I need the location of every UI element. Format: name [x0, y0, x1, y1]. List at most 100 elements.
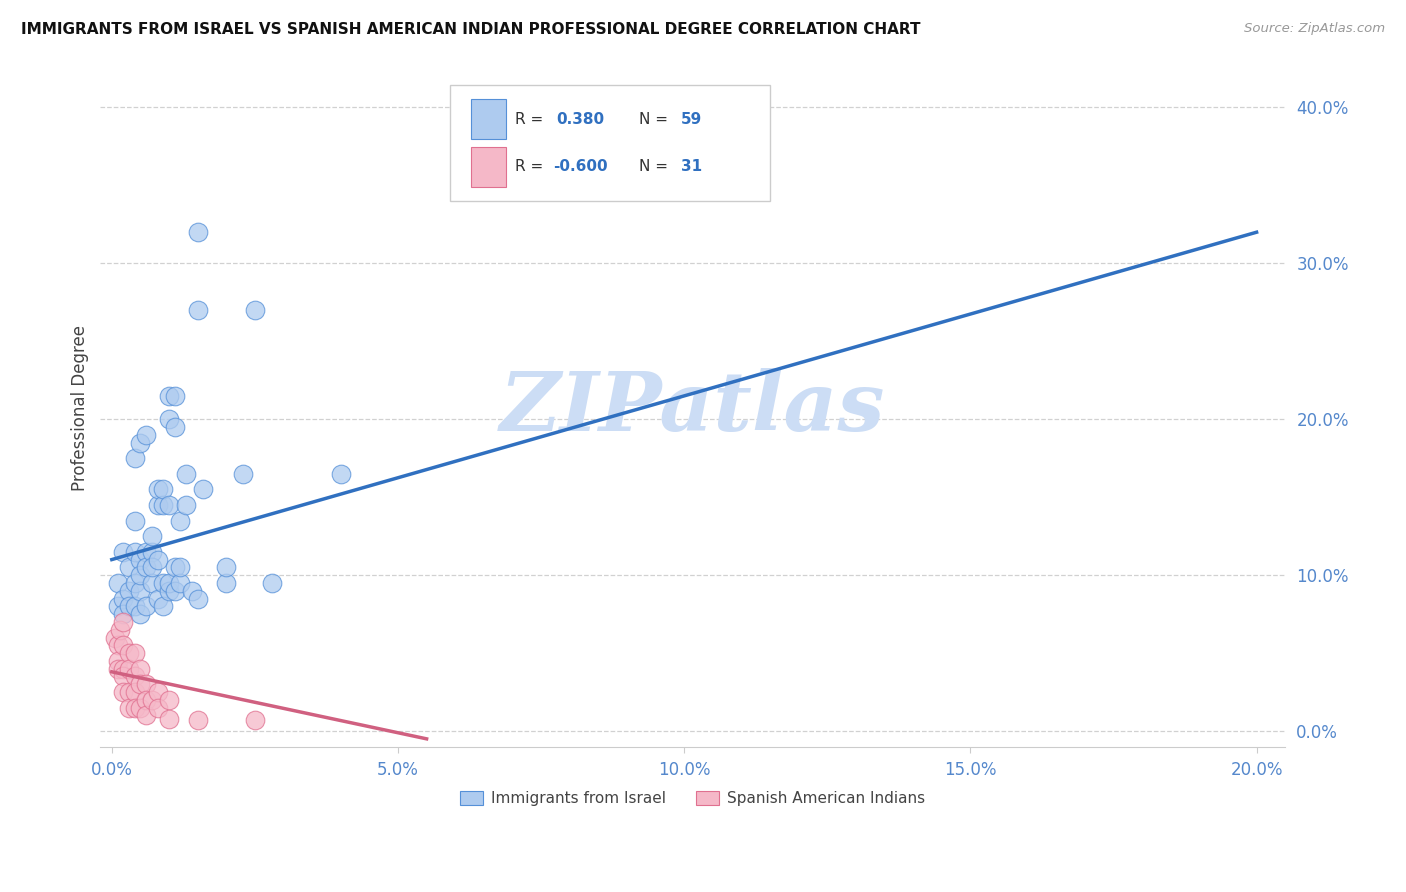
Text: N =: N = [640, 160, 673, 174]
Legend: Immigrants from Israel, Spanish American Indians: Immigrants from Israel, Spanish American… [453, 783, 932, 814]
Point [118, 685, 141, 699]
Point [112, 685, 135, 699]
Point [118, 599, 141, 614]
Point [243, 713, 266, 727]
Point [129, 662, 152, 676]
Point [129, 568, 152, 582]
Point [124, 646, 146, 660]
Point [135, 428, 157, 442]
Point [152, 599, 174, 614]
Point [124, 451, 146, 466]
Point [163, 389, 186, 403]
Point [141, 545, 163, 559]
Point [157, 576, 180, 591]
Point [157, 583, 180, 598]
Point [124, 545, 146, 559]
Text: 59: 59 [681, 112, 702, 127]
Point [112, 591, 135, 606]
Point [124, 599, 146, 614]
Point [129, 552, 152, 566]
Point [118, 662, 141, 676]
Point [107, 638, 129, 652]
Point [232, 467, 254, 481]
Point [129, 700, 152, 714]
Point [163, 420, 186, 434]
Point [187, 591, 209, 606]
Point [152, 498, 174, 512]
Point [135, 599, 157, 614]
Point [146, 498, 169, 512]
Point [112, 545, 135, 559]
Point [124, 685, 146, 699]
Point [157, 693, 180, 707]
Point [146, 591, 169, 606]
Point [104, 631, 127, 645]
Point [118, 560, 141, 574]
Y-axis label: Professional Degree: Professional Degree [72, 325, 89, 491]
Point [141, 529, 163, 543]
Point [112, 638, 135, 652]
Point [141, 576, 163, 591]
Point [187, 303, 209, 318]
Text: Source: ZipAtlas.com: Source: ZipAtlas.com [1244, 22, 1385, 36]
Point [146, 700, 169, 714]
Point [107, 662, 129, 676]
Point [146, 552, 169, 566]
Point [187, 713, 209, 727]
Point [129, 435, 152, 450]
Text: -0.600: -0.600 [553, 160, 607, 174]
Point [262, 576, 284, 591]
Point [187, 225, 209, 239]
Point [193, 483, 215, 497]
Point [112, 669, 135, 683]
Point [163, 560, 186, 574]
Text: R =: R = [515, 160, 548, 174]
Point [110, 623, 132, 637]
Point [129, 607, 152, 621]
Point [174, 467, 197, 481]
Point [243, 303, 266, 318]
Point [124, 700, 146, 714]
Point [174, 498, 197, 512]
Point [129, 677, 152, 691]
Point [112, 662, 135, 676]
Text: 31: 31 [681, 160, 702, 174]
Point [157, 498, 180, 512]
Point [146, 685, 169, 699]
Point [112, 607, 135, 621]
Point [215, 576, 238, 591]
FancyBboxPatch shape [471, 147, 506, 186]
Point [124, 669, 146, 683]
Text: 0.380: 0.380 [557, 112, 605, 127]
Point [118, 646, 141, 660]
Point [124, 576, 146, 591]
Point [135, 693, 157, 707]
Point [129, 583, 152, 598]
Point [169, 576, 191, 591]
Point [141, 693, 163, 707]
Point [118, 700, 141, 714]
Point [157, 389, 180, 403]
Point [107, 576, 129, 591]
Point [152, 483, 174, 497]
Point [152, 576, 174, 591]
Point [215, 560, 238, 574]
Point [118, 583, 141, 598]
Point [163, 583, 186, 598]
FancyBboxPatch shape [471, 99, 506, 139]
Point [181, 583, 204, 598]
Point [124, 514, 146, 528]
Point [141, 560, 163, 574]
Point [329, 467, 352, 481]
Point [107, 654, 129, 668]
Text: ZIPatlas: ZIPatlas [501, 368, 886, 448]
Text: IMMIGRANTS FROM ISRAEL VS SPANISH AMERICAN INDIAN PROFESSIONAL DEGREE CORRELATIO: IMMIGRANTS FROM ISRAEL VS SPANISH AMERIC… [21, 22, 921, 37]
Text: N =: N = [640, 112, 673, 127]
Point [157, 412, 180, 426]
Point [135, 545, 157, 559]
Point [112, 615, 135, 629]
Point [146, 483, 169, 497]
Point [135, 560, 157, 574]
Point [135, 708, 157, 723]
Point [107, 599, 129, 614]
